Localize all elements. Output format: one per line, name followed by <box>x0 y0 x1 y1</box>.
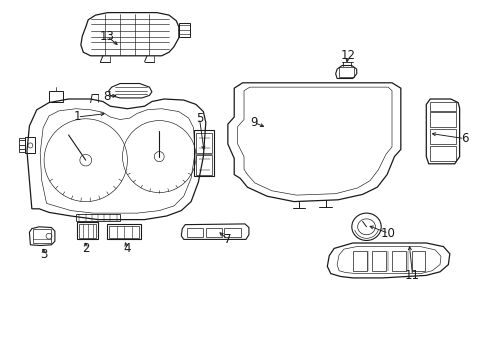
Text: 7: 7 <box>224 233 232 246</box>
Bar <box>19 138 25 152</box>
Bar <box>206 228 222 237</box>
Text: 13: 13 <box>99 30 114 42</box>
Bar <box>430 146 456 161</box>
Text: 6: 6 <box>461 132 468 145</box>
Bar <box>25 137 35 153</box>
Text: 11: 11 <box>405 269 420 282</box>
Bar <box>194 130 214 176</box>
Bar <box>339 67 354 77</box>
Bar <box>353 251 367 271</box>
Text: 1: 1 <box>74 111 81 123</box>
Bar <box>430 112 456 127</box>
Bar <box>187 228 203 237</box>
Bar <box>430 129 456 144</box>
Bar <box>109 226 139 238</box>
Text: 4: 4 <box>123 242 131 255</box>
Bar <box>392 251 406 271</box>
Bar <box>224 228 241 237</box>
Bar <box>196 133 212 153</box>
Text: 12: 12 <box>341 49 355 62</box>
Bar <box>372 251 386 271</box>
Bar <box>196 155 212 175</box>
Text: 3: 3 <box>40 248 48 261</box>
Text: 5: 5 <box>196 112 203 125</box>
Text: 10: 10 <box>381 227 396 240</box>
Text: 8: 8 <box>103 90 111 103</box>
Bar <box>77 222 98 239</box>
Bar <box>107 224 141 239</box>
Bar <box>179 23 190 37</box>
Text: 2: 2 <box>82 242 90 255</box>
Bar <box>412 251 425 271</box>
Bar <box>79 224 96 238</box>
Bar <box>76 214 120 221</box>
Bar <box>430 102 456 111</box>
Text: 9: 9 <box>250 116 258 129</box>
Bar <box>33 229 51 243</box>
Bar <box>49 91 63 102</box>
